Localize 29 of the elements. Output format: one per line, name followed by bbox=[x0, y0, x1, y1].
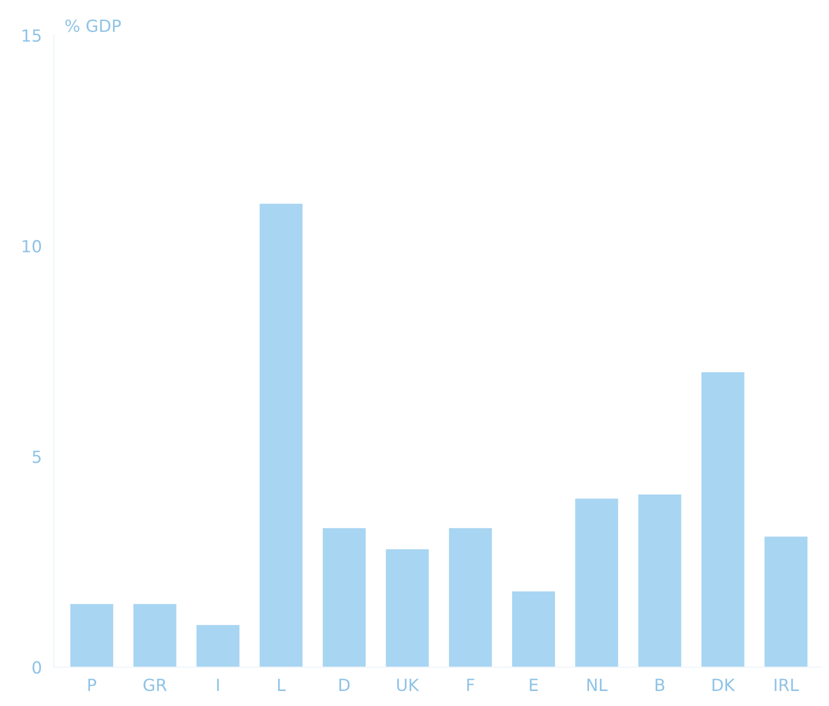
y-tick-label: 5 bbox=[32, 450, 41, 464]
bar bbox=[575, 498, 618, 668]
x-tick-label: D bbox=[339, 678, 350, 691]
bar bbox=[638, 494, 682, 668]
bar bbox=[322, 528, 366, 668]
y-tick-label: 15 bbox=[22, 29, 41, 42]
x-tick-label: DK bbox=[712, 678, 736, 691]
y-axis-title: % GDP bbox=[65, 19, 121, 32]
x-tick-label: UK bbox=[397, 678, 420, 692]
y-tick-label: 10 bbox=[22, 240, 41, 252]
x-tick-label: I bbox=[217, 678, 219, 691]
x-tick-label: F bbox=[467, 678, 474, 691]
y-tick-label: 0 bbox=[32, 661, 41, 674]
bar bbox=[701, 372, 744, 668]
x-tick-label: IRL bbox=[774, 678, 799, 691]
bar bbox=[196, 625, 240, 668]
x-tick-label: L bbox=[278, 678, 286, 691]
bar bbox=[260, 204, 303, 668]
x-tick-label: NL bbox=[587, 678, 608, 691]
x-tick-label: B bbox=[656, 678, 664, 691]
bar bbox=[133, 604, 176, 668]
x-tick-label: GR bbox=[144, 678, 167, 692]
bar bbox=[512, 591, 556, 668]
bar bbox=[448, 528, 492, 668]
bar bbox=[70, 604, 114, 668]
x-tick-label: E bbox=[530, 678, 538, 691]
bar bbox=[764, 536, 808, 668]
x-tick-label: P bbox=[88, 678, 96, 691]
bar bbox=[386, 549, 429, 668]
